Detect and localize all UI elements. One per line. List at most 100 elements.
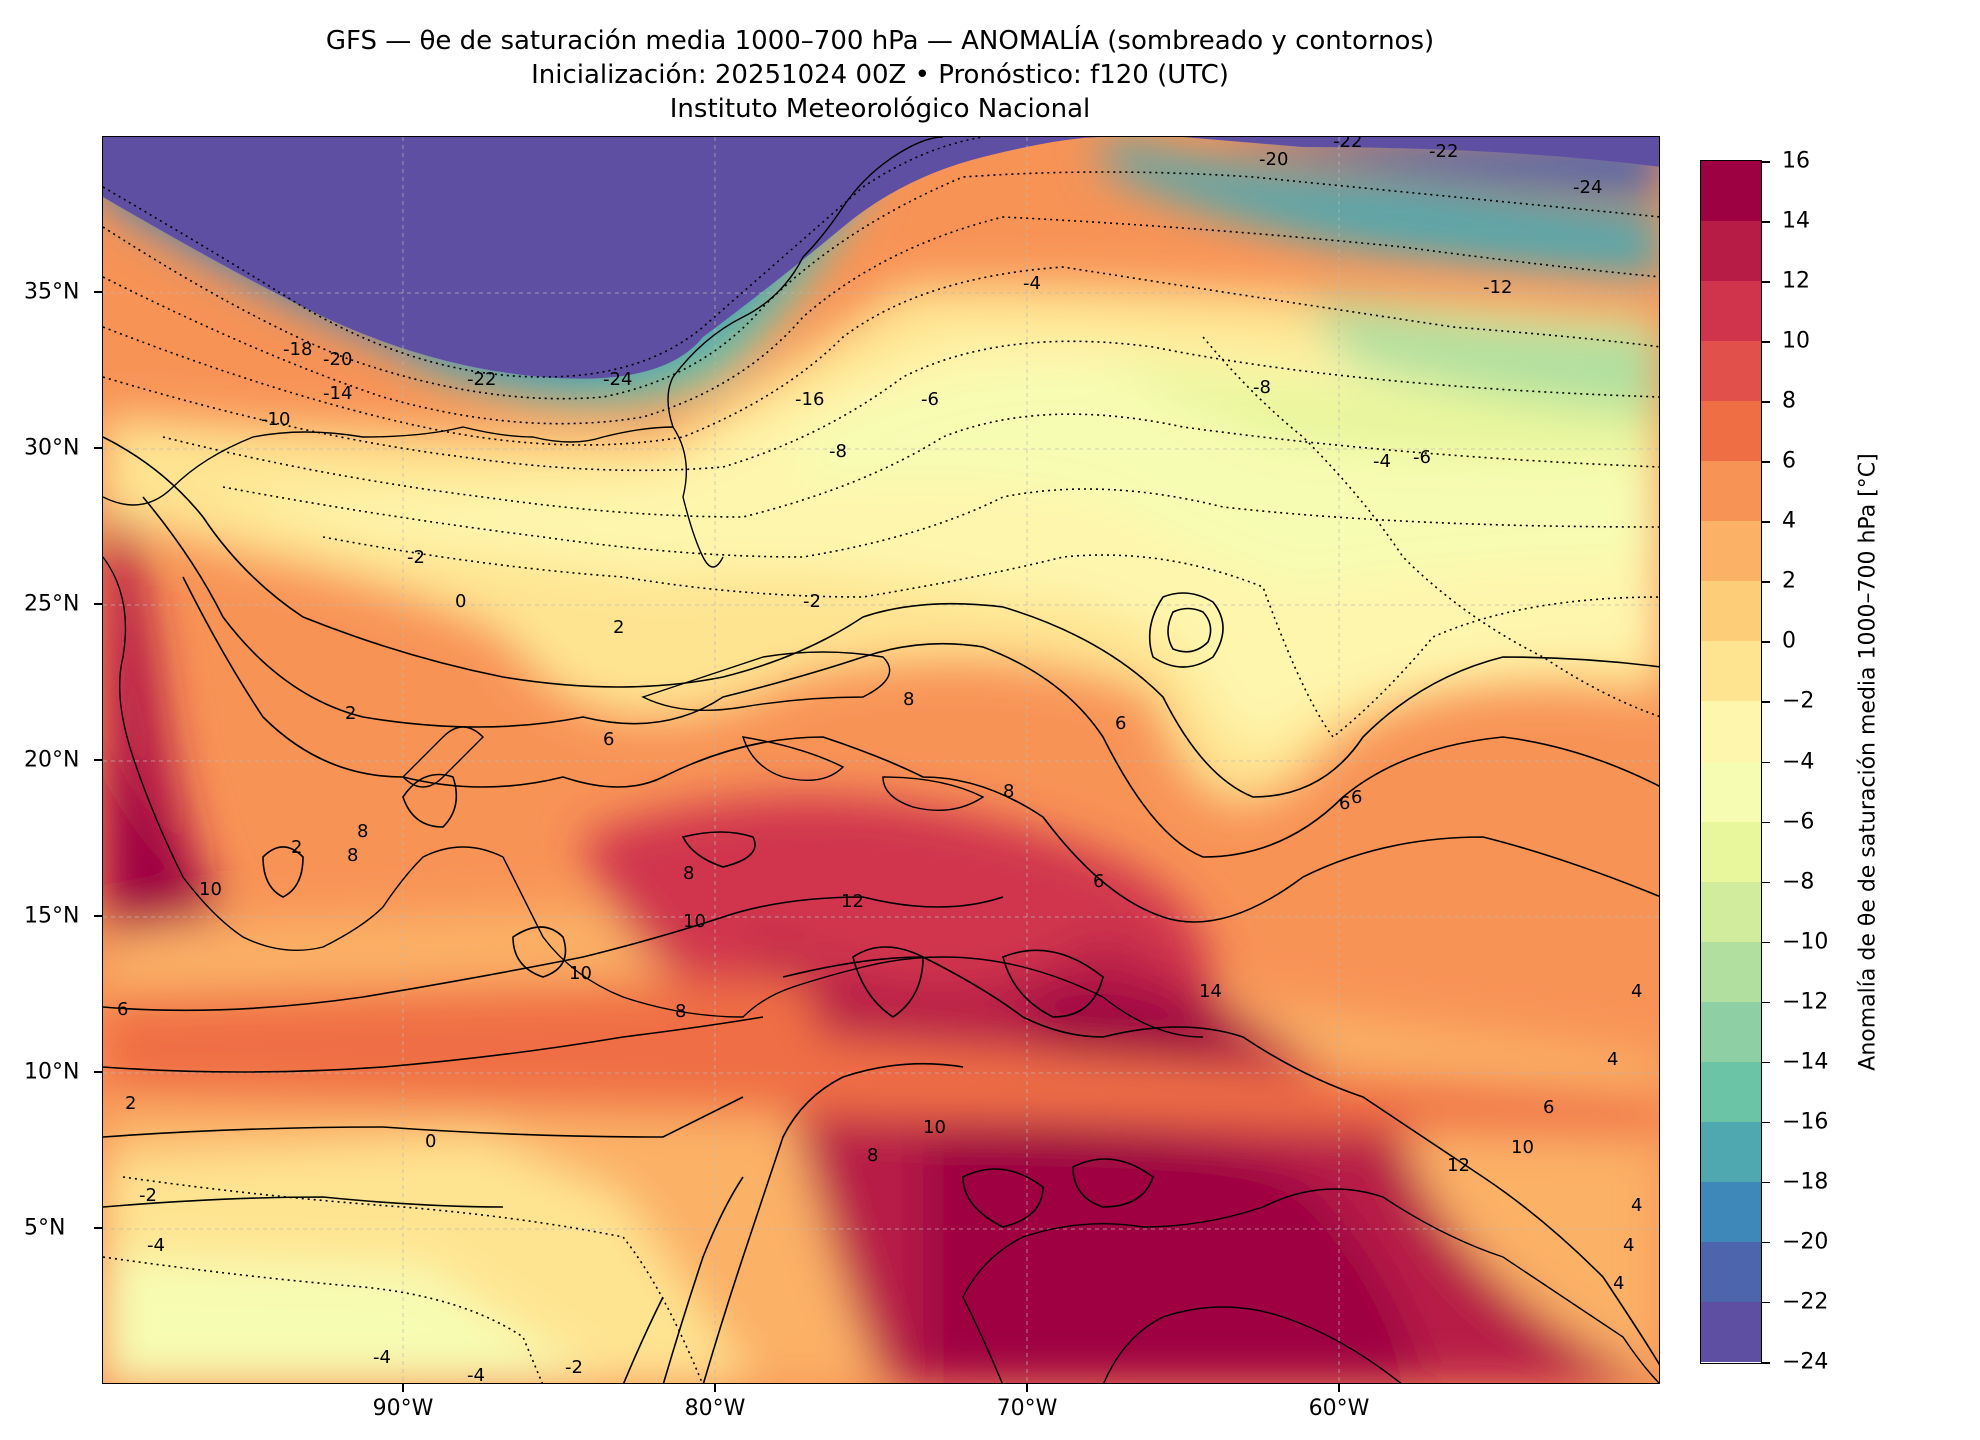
colorbar-segment — [1701, 341, 1761, 402]
latitude-tick-label: 5°N — [24, 1215, 66, 1241]
chart-subtitle-institute: Instituto Meteorológico Nacional — [669, 94, 1091, 124]
contour-label: -2 — [139, 1185, 157, 1206]
contour-labels: -18 -20 -14 -22 -24 -10 -16 -6 -8 -4 -12… — [117, 137, 1642, 1383]
x-tickmark — [1026, 1384, 1028, 1392]
longitude-tick-label: 80°W — [684, 1396, 746, 1421]
colorbar-tick-label: −24 — [1782, 1349, 1829, 1375]
contour-label: -22 — [467, 369, 496, 390]
chart-title: GFS — θe de saturación media 1000–700 hP… — [325, 26, 1435, 56]
colorbar-tick-label: 14 — [1782, 208, 1810, 234]
y-tickmark — [94, 447, 102, 449]
colorbar-tickmark — [1762, 401, 1770, 403]
contour-label: 6 — [1543, 1097, 1554, 1118]
colorbar-segment — [1701, 1181, 1761, 1243]
colorbar-tickmark — [1762, 821, 1770, 824]
x-tickmark — [1338, 1384, 1340, 1392]
contour-label: 6 — [1339, 793, 1350, 814]
colorbar-segment — [1701, 161, 1761, 222]
colorbar-tick-label: 4 — [1782, 508, 1796, 534]
colorbar-tick-label: 16 — [1782, 148, 1810, 174]
contour-label: 2 — [291, 837, 302, 858]
colorbar-tickmark — [1762, 881, 1770, 884]
contour-label: 4 — [1613, 1273, 1624, 1294]
x-tickmark — [714, 1384, 716, 1392]
contour-label: 6 — [1351, 787, 1362, 808]
colorbar-segment — [1701, 701, 1761, 762]
colorbar-segment — [1701, 521, 1761, 582]
contour-label: -4 — [1023, 273, 1041, 294]
y-tickmark — [94, 291, 102, 293]
map-gridlines — [103, 137, 1659, 1383]
colorbar-tickmark — [1762, 161, 1770, 163]
colorbar-tickmark — [1762, 1181, 1770, 1184]
contour-label: -4 — [147, 1235, 165, 1256]
colorbar-tickmark — [1762, 281, 1770, 283]
contour-label: -20 — [323, 349, 352, 370]
colorbar-tick-label: −14 — [1782, 1049, 1829, 1075]
latitude-tick-label: 30°N — [24, 435, 80, 461]
colorbar-tick-label: 2 — [1782, 568, 1796, 594]
colorbar — [1700, 160, 1762, 1364]
contour-label: -8 — [829, 441, 847, 462]
x-tickmark — [402, 1384, 404, 1392]
contour-label: -14 — [323, 383, 352, 404]
contour-label: -22 — [1333, 137, 1362, 152]
chart-subtitle-init: Inicialización: 20251024 00Z • Pronóstic… — [531, 60, 1229, 90]
colorbar-tickmark — [1762, 1241, 1770, 1244]
contour-label: 2 — [345, 703, 356, 724]
colorbar-tick-label: −18 — [1782, 1169, 1829, 1195]
colorbar-segment — [1701, 221, 1761, 282]
colorbar-tickmark — [1762, 221, 1770, 223]
longitude-tick-label: 90°W — [372, 1396, 434, 1421]
contour-label: -2 — [803, 591, 821, 612]
contour-label: 4 — [1631, 981, 1642, 1002]
contour-label: -12 — [1483, 277, 1512, 298]
colorbar-segment — [1701, 821, 1761, 883]
contour-label: 8 — [683, 863, 694, 884]
colorbar-segment — [1701, 641, 1761, 702]
colorbar-tick-label: 8 — [1782, 388, 1796, 414]
latitude-tick-label: 35°N — [24, 279, 80, 305]
colorbar-tickmark — [1762, 581, 1770, 583]
colorbar-tickmark — [1762, 641, 1770, 643]
colorbar-segment — [1701, 881, 1761, 943]
colorbar-tickmark — [1762, 1001, 1770, 1004]
contour-label: 10 — [569, 963, 592, 984]
colorbar-tick-label: −6 — [1782, 809, 1815, 835]
colorbar-segment — [1701, 1001, 1761, 1063]
contour-label: -6 — [1413, 447, 1431, 468]
cold-anomaly-region-east — [1183, 137, 1659, 167]
contour-label: -20 — [1259, 149, 1288, 170]
colorbar-tickmark — [1762, 461, 1770, 463]
latitude-tick-label: 10°N — [24, 1059, 80, 1085]
latitude-tick-label: 15°N — [24, 903, 80, 929]
colorbar-tickmark — [1762, 941, 1770, 944]
contour-label: 10 — [199, 879, 222, 900]
colorbar-tick-label: −10 — [1782, 929, 1829, 955]
colorbar-tickmark — [1762, 701, 1770, 703]
colorbar-tickmark — [1762, 1061, 1770, 1064]
contour-label: -24 — [1573, 177, 1602, 198]
colorbar-tickmark — [1762, 761, 1770, 763]
colorbar-tick-label: 12 — [1782, 268, 1810, 294]
contour-label: 8 — [357, 821, 368, 842]
colorbar-tickmark — [1762, 1362, 1770, 1364]
contour-label: -2 — [565, 1357, 583, 1378]
colorbar-segment — [1701, 1301, 1761, 1363]
contour-label: -24 — [603, 369, 632, 390]
longitude-tick-label: 70°W — [996, 1396, 1058, 1421]
contour-label: 8 — [347, 845, 358, 866]
contour-label: 12 — [1447, 1155, 1470, 1176]
colorbar-tickmark — [1762, 1301, 1770, 1304]
map-panel: -18 -20 -14 -22 -24 -10 -16 -6 -8 -4 -12… — [102, 136, 1660, 1384]
colorbar-tick-label: −20 — [1782, 1229, 1829, 1255]
coastlines — [103, 137, 1659, 1383]
colorbar-tickmark — [1762, 341, 1770, 343]
colorbar-tick-label: −16 — [1782, 1109, 1829, 1135]
colorbar-tick-label: 0 — [1782, 628, 1796, 654]
contour-label: 10 — [683, 911, 706, 932]
contour-label: -18 — [283, 339, 312, 360]
contour-label: 0 — [455, 591, 466, 612]
colorbar-segment — [1701, 581, 1761, 642]
colorbar-tick-label: −2 — [1782, 688, 1815, 714]
